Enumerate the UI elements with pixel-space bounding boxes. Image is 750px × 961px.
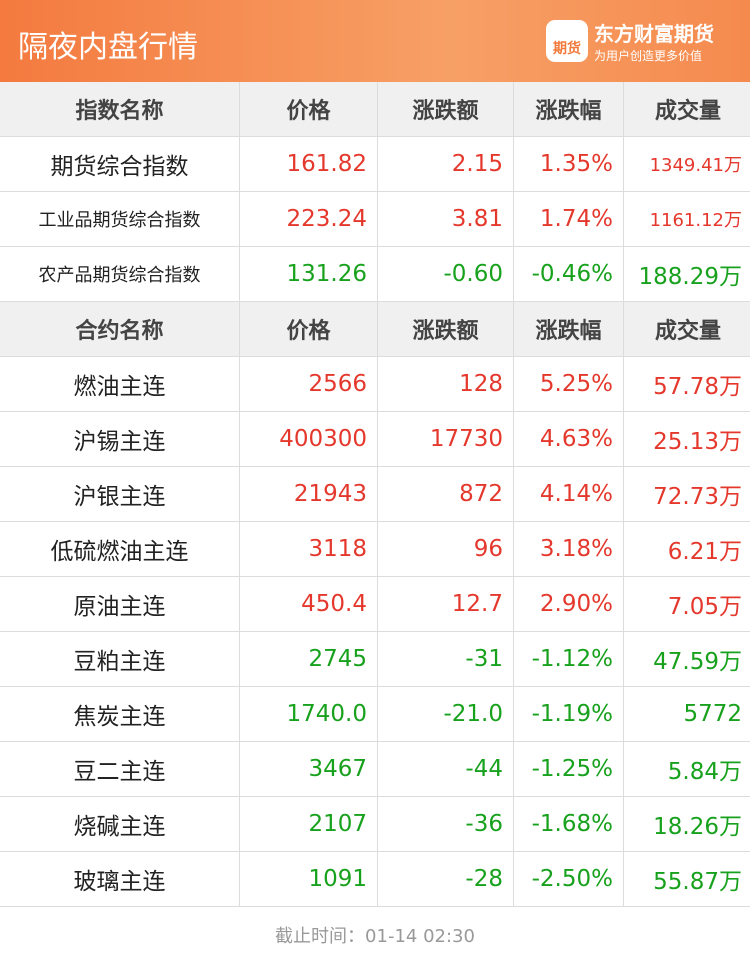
- cell: 豆粕主连: [0, 632, 240, 686]
- cell: -36: [378, 797, 514, 851]
- data-row: 工业品期货综合指数 223.24 3.81 1.74% 1161.12万: [0, 192, 750, 247]
- data-row: 农产品期货综合指数 131.26 -0.60 -0.46% 188.29万: [0, 247, 750, 302]
- cell: -2.50%: [514, 852, 624, 906]
- cell: 原油主连: [0, 577, 240, 631]
- cell: 1161.12万: [649, 210, 742, 231]
- cell: 3467: [240, 742, 378, 796]
- cell: 7.05万: [667, 594, 742, 620]
- cell: -21.0: [378, 687, 514, 741]
- cell: -31: [378, 632, 514, 686]
- cell: 2.15: [378, 137, 514, 191]
- cell: 450.4: [240, 577, 378, 631]
- data-row: 豆二主连 3467 -44 -1.25% 5.84万: [0, 742, 750, 797]
- cell: 指数名称: [0, 82, 240, 136]
- cell: 2.90%: [514, 577, 624, 631]
- data-row: 烧碱主连 2107 -36 -1.68% 18.26万: [0, 797, 750, 852]
- cell: 涨跌幅: [514, 82, 624, 136]
- cell: 豆二主连: [0, 742, 240, 796]
- cell: 1740.0: [240, 687, 378, 741]
- brand-slogan: 为用户创造更多价值: [594, 49, 703, 63]
- cell: 4.63%: [514, 412, 624, 466]
- cell: 131.26: [240, 247, 378, 301]
- cell: -1.19%: [514, 687, 624, 741]
- cell: 2566: [240, 357, 378, 411]
- cell: 17730: [378, 412, 514, 466]
- cell: 4.14%: [514, 467, 624, 521]
- cell: 涨跌幅: [514, 302, 624, 356]
- data-row: 沪锡主连 400300 17730 4.63% 25.13万: [0, 412, 750, 467]
- data-row: 燃油主连 2566 128 5.25% 57.78万: [0, 357, 750, 412]
- logo: 期货: [546, 20, 588, 62]
- cell: 18.26万: [653, 814, 742, 840]
- cell: 6.21万: [667, 539, 742, 565]
- cell: 57.78万: [653, 374, 742, 400]
- cell: 872: [378, 467, 514, 521]
- header-row: 指数名称 价格 涨跌额 涨跌幅 成交量: [0, 82, 750, 137]
- cell: 3118: [240, 522, 378, 576]
- cell: 400300: [240, 412, 378, 466]
- cell: -44: [378, 742, 514, 796]
- data-row: 沪银主连 21943 872 4.14% 72.73万: [0, 467, 750, 522]
- cell: 21943: [240, 467, 378, 521]
- cell: 47.59万: [653, 649, 742, 675]
- cell: -1.12%: [514, 632, 624, 686]
- cell: 72.73万: [653, 484, 742, 510]
- cell: 1.74%: [514, 192, 624, 246]
- cell: 烧碱主连: [0, 797, 240, 851]
- data-row: 期货综合指数 161.82 2.15 1.35% 1349.41万: [0, 137, 750, 192]
- cell: 合约名称: [0, 302, 240, 356]
- cell: 工业品期货综合指数: [0, 192, 240, 246]
- cell: 玻璃主连: [0, 852, 240, 906]
- cell: 期货综合指数: [0, 137, 240, 191]
- cell: 价格: [240, 82, 378, 136]
- cell: 5.25%: [514, 357, 624, 411]
- cell: 3.18%: [514, 522, 624, 576]
- data-row: 玻璃主连 1091 -28 -2.50% 55.87万: [0, 852, 750, 907]
- cell: 12.7: [378, 577, 514, 631]
- cell: 96: [378, 522, 514, 576]
- cell: 价格: [240, 302, 378, 356]
- brand-name: 东方财富期货: [594, 22, 714, 46]
- cell: 低硫燃油主连: [0, 522, 240, 576]
- cell: 1.35%: [514, 137, 624, 191]
- cell: 1091: [240, 852, 378, 906]
- cell: -28: [378, 852, 514, 906]
- cell: 25.13万: [653, 429, 742, 455]
- cell: 2745: [240, 632, 378, 686]
- cell: 农产品期货综合指数: [0, 247, 240, 301]
- data-row: 焦炭主连 1740.0 -21.0 -1.19% 5772: [0, 687, 750, 742]
- cell: 涨跌额: [378, 302, 514, 356]
- cell: -0.46%: [514, 247, 624, 301]
- cell: 128: [378, 357, 514, 411]
- cell: -1.68%: [514, 797, 624, 851]
- cell: 涨跌额: [378, 82, 514, 136]
- cell: 成交量: [654, 99, 721, 124]
- tables: 指数名称 价格 涨跌额 涨跌幅 成交量 期货综合指数 161.82 2.15 1.35% 1349…: [0, 82, 750, 907]
- data-row: 豆粕主连 2745 -31 -1.12% 47.59万: [0, 632, 750, 687]
- cell: 燃油主连: [0, 357, 240, 411]
- data-row: 低硫燃油主连 3118 96 3.18% 6.21万: [0, 522, 750, 577]
- cell: -1.25%: [514, 742, 624, 796]
- header: 隔夜内盘行情 期货 东方财富期货 为用户创造更多价值: [0, 0, 750, 82]
- cell: 5772: [683, 701, 742, 727]
- cell: 1349.41万: [649, 155, 742, 176]
- cell: 焦炭主连: [0, 687, 240, 741]
- cell: 188.29万: [638, 264, 742, 290]
- cell: 沪银主连: [0, 467, 240, 521]
- cell: 沪锡主连: [0, 412, 240, 466]
- cell: 5.84万: [667, 759, 742, 785]
- cell: -0.60: [378, 247, 514, 301]
- cell: 223.24: [240, 192, 378, 246]
- cell: 成交量: [654, 319, 721, 344]
- title: 隔夜内盘行情: [18, 30, 198, 65]
- footer: 截止时间：01-14 02:30: [275, 925, 475, 947]
- cell: 3.81: [378, 192, 514, 246]
- data-row: 原油主连 450.4 12.7 2.90% 7.05万: [0, 577, 750, 632]
- cell: 161.82: [240, 137, 378, 191]
- cell: 2107: [240, 797, 378, 851]
- header-row: 合约名称 价格 涨跌额 涨跌幅 成交量: [0, 302, 750, 357]
- cell: 55.87万: [653, 869, 742, 895]
